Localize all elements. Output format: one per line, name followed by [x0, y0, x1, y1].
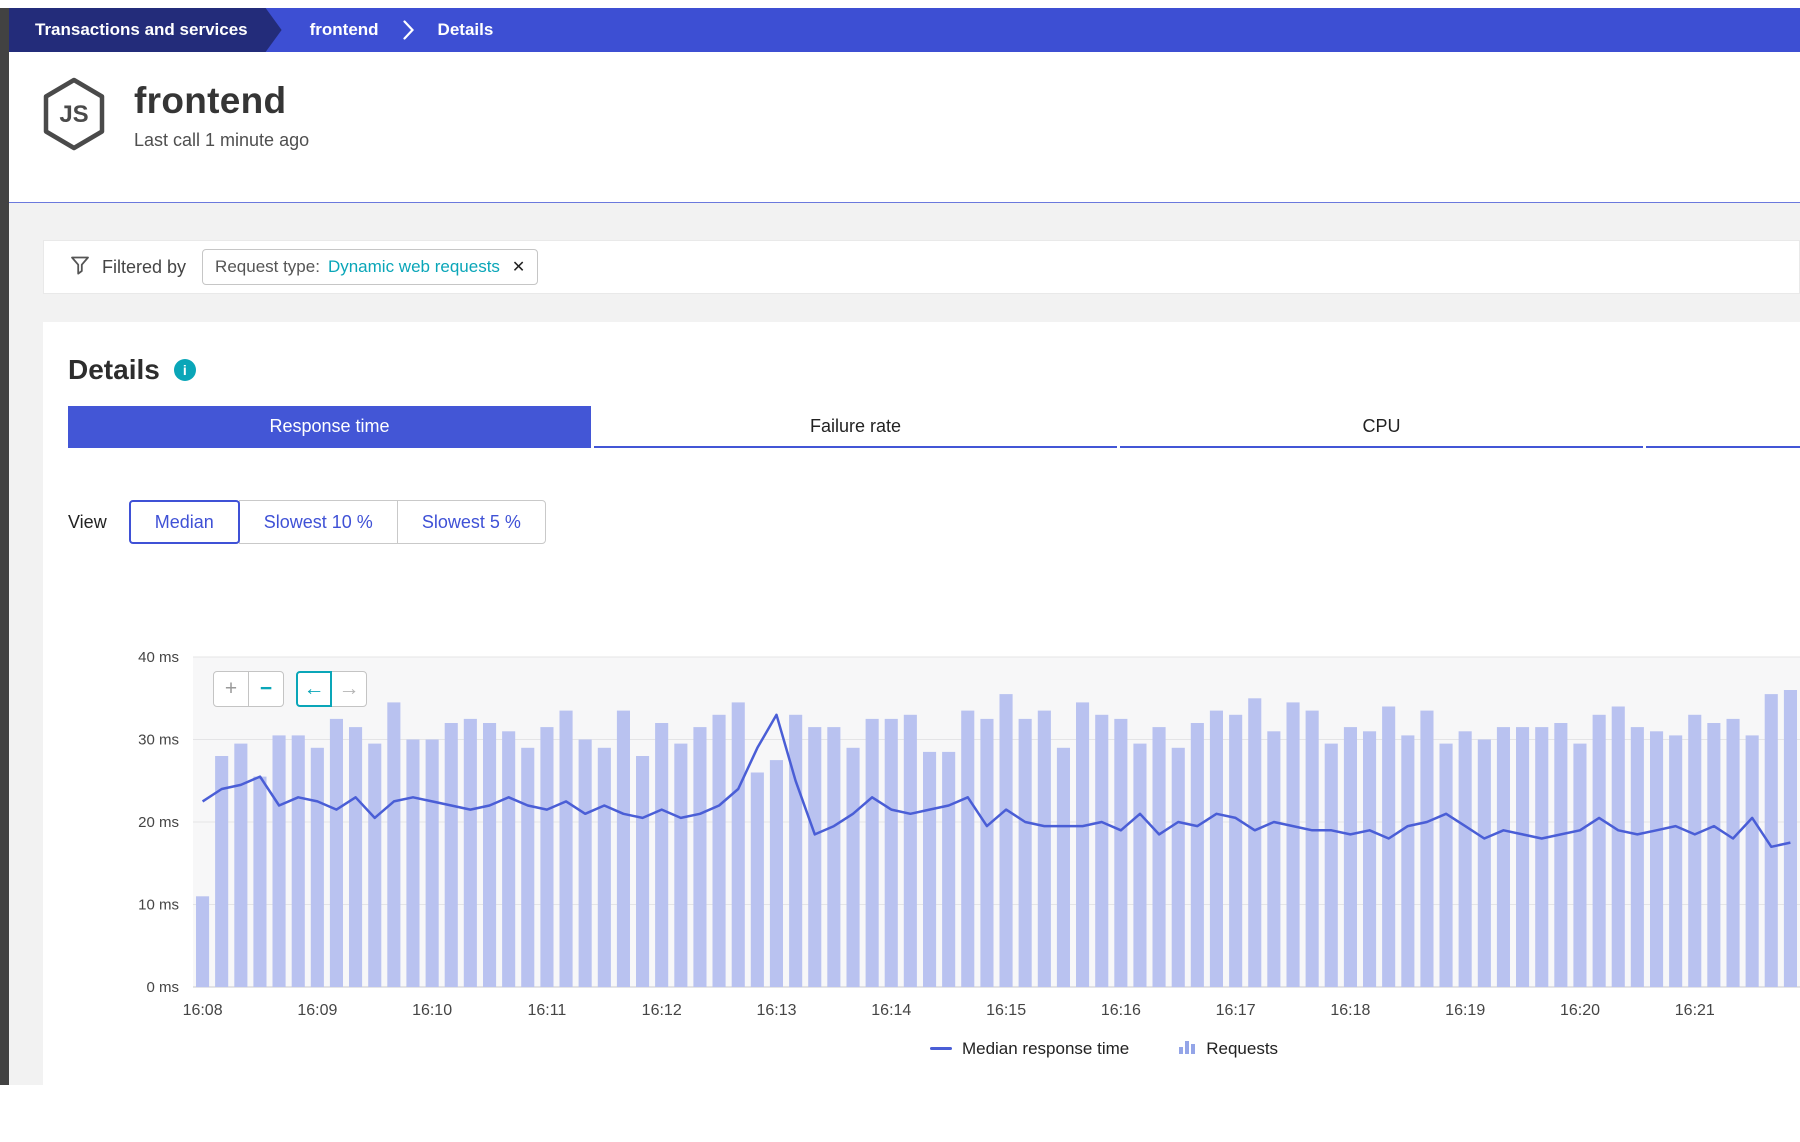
page-background: Filtered by Request type: Dynamic web re…: [0, 203, 1800, 1087]
svg-text:16:21: 16:21: [1675, 1002, 1715, 1019]
response-time-chart-wrap: + − ← → 0 ms 10 ms 20 ms 30 ms 40 ms 16:08 16:…: [68, 632, 1800, 1024]
details-card: Details i Response time Failure rate CPU…: [43, 322, 1800, 1087]
zoom-in-button[interactable]: +: [213, 671, 249, 707]
tab-response-time[interactable]: Response time: [68, 406, 591, 448]
left-edge-strip: [0, 8, 9, 1085]
filter-funnel-icon: [70, 255, 90, 280]
info-icon[interactable]: i: [173, 359, 196, 381]
svg-text:0 ms: 0 ms: [146, 979, 179, 996]
last-call-subtitle: Last call 1 minute ago: [134, 130, 310, 150]
svg-text:16:08: 16:08: [183, 1002, 223, 1019]
chart-legend: Median response time Requests: [68, 1038, 1800, 1059]
svg-text:JS: JS: [59, 101, 88, 128]
breadcrumb-transactions-and-services[interactable]: Transactions and services: [9, 8, 282, 52]
breadcrumb-frontend[interactable]: frontend: [309, 20, 379, 39]
svg-text:16:14: 16:14: [871, 1002, 911, 1019]
page-title: frontend: [134, 80, 287, 121]
svg-text:16:12: 16:12: [642, 1002, 682, 1019]
chart-controls: + − ← →: [213, 671, 367, 707]
top-gap: [0, 0, 1800, 8]
line-swatch-icon: [929, 1047, 952, 1050]
breadcrumb: Transactions and services frontend Detai…: [0, 8, 1800, 52]
svg-text:16:09: 16:09: [297, 1002, 337, 1019]
pan-right-button[interactable]: →: [331, 671, 367, 707]
legend-line-label: Median response time: [961, 1038, 1130, 1058]
legend-requests[interactable]: Requests: [1179, 1038, 1278, 1059]
chevron-right-icon: [402, 20, 414, 40]
pan-left-button[interactable]: ←: [296, 671, 332, 707]
svg-text:16:16: 16:16: [1101, 1002, 1141, 1019]
svg-text:16:17: 16:17: [1216, 1002, 1256, 1019]
details-heading: Details: [68, 354, 160, 385]
breadcrumb-details[interactable]: Details: [437, 20, 494, 39]
svg-text:40 ms: 40 ms: [138, 649, 179, 666]
legend-bars-label: Requests: [1206, 1038, 1279, 1058]
svg-text:16:18: 16:18: [1330, 1002, 1370, 1019]
view-label: View: [68, 511, 107, 532]
filter-chip-key: Request type:: [215, 257, 320, 276]
svg-text:16:13: 16:13: [756, 1002, 796, 1019]
svg-text:16:11: 16:11: [527, 1002, 566, 1019]
view-selector-row: View Median Slowest 10 % Slowest 5 %: [68, 500, 1800, 544]
legend-median-response-time[interactable]: Median response time: [929, 1038, 1130, 1059]
filter-bar: Filtered by Request type: Dynamic web re…: [43, 240, 1800, 294]
tab-partial: [1646, 406, 1800, 448]
zoom-out-button[interactable]: −: [248, 671, 284, 707]
close-icon[interactable]: ✕: [511, 259, 526, 276]
svg-text:20 ms: 20 ms: [138, 814, 179, 831]
svg-text:16:15: 16:15: [986, 1002, 1026, 1019]
view-option-slowest-10[interactable]: Slowest 10 %: [238, 500, 398, 544]
response-time-chart[interactable]: 0 ms 10 ms 20 ms 30 ms 40 ms 16:08 16:09 16:10 1…: [68, 632, 1800, 1024]
view-segmented-control: Median Slowest 10 % Slowest 5 %: [128, 500, 546, 544]
filter-chip-value: Dynamic web requests: [327, 257, 500, 276]
nodejs-hexagon-icon: JS: [40, 76, 108, 202]
details-tabs: Response time Failure rate CPU: [68, 406, 1800, 448]
tab-cpu[interactable]: CPU: [1120, 406, 1643, 448]
service-header: JS frontend Last call 1 minute ago: [0, 52, 1800, 202]
svg-text:30 ms: 30 ms: [138, 732, 179, 749]
svg-text:10 ms: 10 ms: [138, 897, 179, 914]
bar-chart-icon: [1179, 1038, 1196, 1059]
view-option-median[interactable]: Median: [128, 500, 240, 544]
svg-text:16:10: 16:10: [412, 1002, 452, 1019]
svg-text:16:20: 16:20: [1560, 1002, 1600, 1019]
filtered-by-label: Filtered by: [102, 256, 187, 277]
header-divider: [0, 202, 1800, 203]
view-option-slowest-5[interactable]: Slowest 5 %: [396, 500, 546, 544]
tab-failure-rate[interactable]: Failure rate: [594, 406, 1117, 448]
filter-chip-request-type[interactable]: Request type: Dynamic web requests ✕: [202, 249, 539, 285]
svg-text:16:19: 16:19: [1445, 1002, 1485, 1019]
